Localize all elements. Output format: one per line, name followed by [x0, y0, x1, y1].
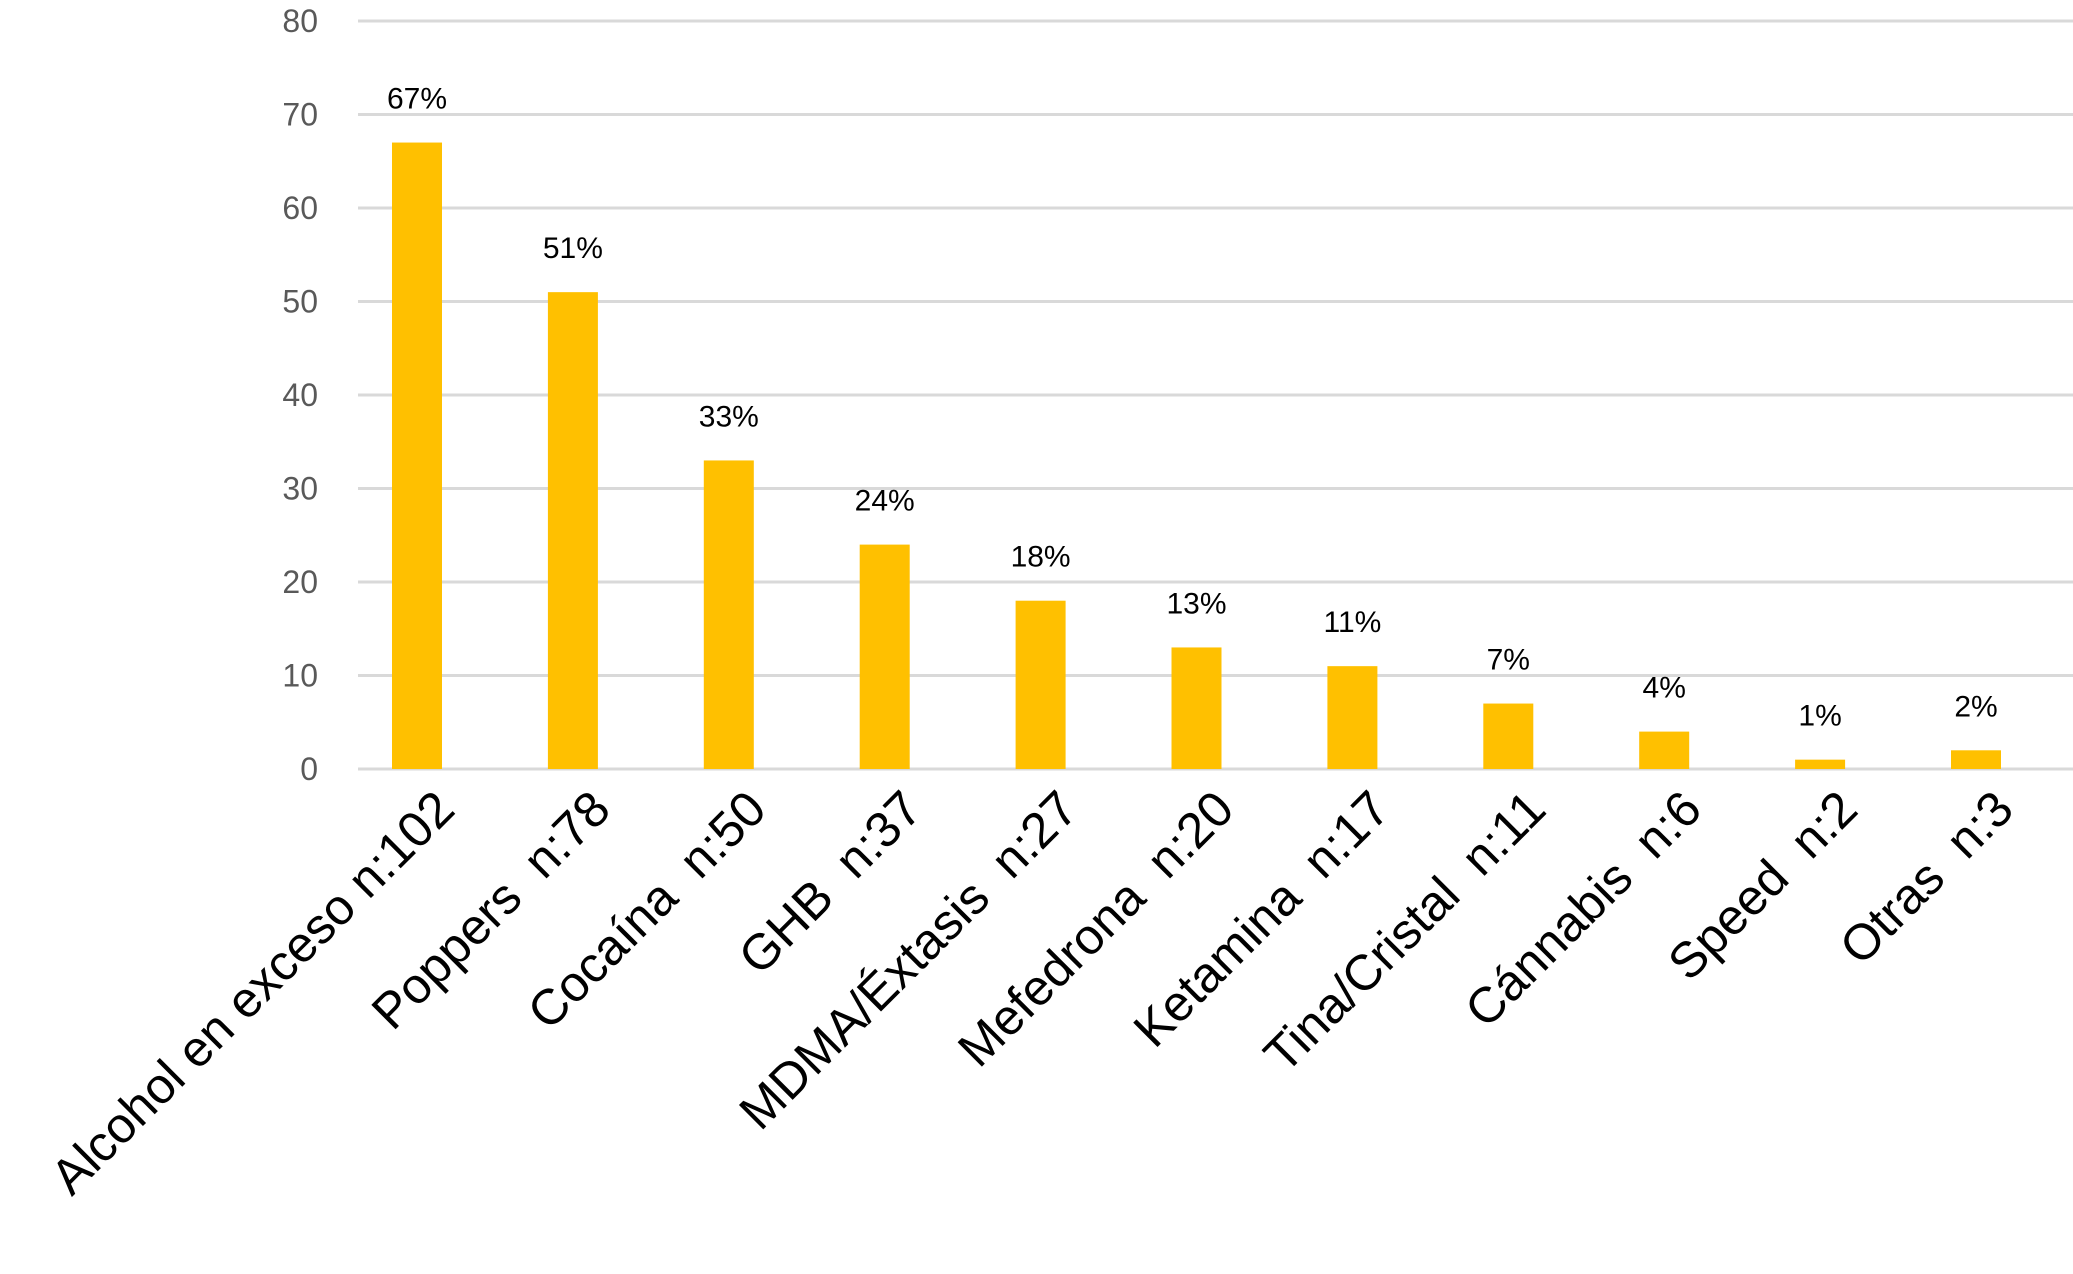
data-label: 2%	[1954, 690, 1997, 723]
x-category-label: Otras n:3	[1829, 780, 2024, 975]
data-label: 67%	[387, 83, 447, 116]
bar	[547, 292, 598, 769]
bar	[1483, 703, 1534, 769]
data-label: 4%	[1643, 672, 1686, 705]
data-label: 11%	[1323, 606, 1381, 639]
bar	[392, 142, 442, 770]
data-label: 18%	[1011, 541, 1071, 574]
bar	[703, 460, 754, 769]
y-tick-label: 80	[282, 3, 318, 39]
data-label: 13%	[1166, 587, 1226, 620]
data-label: 33%	[699, 400, 759, 433]
bar	[1639, 731, 1690, 769]
y-tick-label: 60	[282, 190, 318, 226]
x-category-label: Tina/Cristal n:11	[1253, 780, 1556, 1083]
y-tick-label: 20	[282, 564, 318, 600]
y-tick-label: 30	[282, 471, 318, 507]
y-tick-label: 0	[300, 751, 318, 787]
data-label: 24%	[855, 485, 915, 518]
gridlines	[358, 19, 2073, 771]
bar	[859, 544, 910, 769]
data-label: 51%	[543, 232, 603, 265]
y-tick-label: 10	[282, 658, 318, 694]
bar	[1795, 759, 1846, 769]
data-label: 7%	[1487, 644, 1530, 677]
y-tick-label: 50	[282, 284, 318, 320]
data-label: 1%	[1798, 700, 1841, 733]
y-axis-tick-labels: 0 10 20 30 40 50 60 70 80	[282, 3, 318, 787]
bar	[1171, 647, 1222, 769]
x-category-label: Mefedrona n:20	[947, 780, 1244, 1077]
bar	[1015, 600, 1066, 769]
y-tick-label: 70	[282, 97, 318, 133]
bar	[1951, 750, 2001, 769]
bars	[392, 142, 2001, 770]
y-tick-label: 40	[282, 377, 318, 413]
bar	[1327, 666, 1378, 769]
data-labels: 67% 51% 33% 24% 18% 13% 11% 7% 4% 1% 2%	[387, 83, 1998, 733]
